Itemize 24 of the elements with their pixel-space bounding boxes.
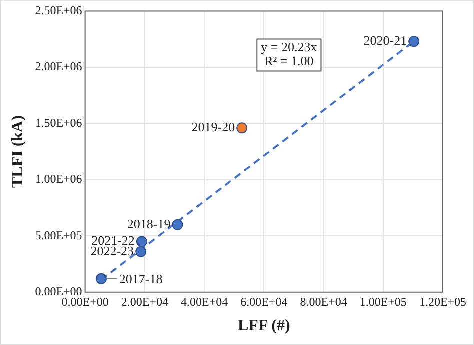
x-tick-label: 4.00E+04 (180, 294, 228, 309)
annotation: y = 20.23x R² = 1.00 (261, 40, 318, 69)
point (136, 236, 148, 248)
x-tick-label: 6.00E+04 (240, 294, 288, 309)
point (408, 36, 420, 48)
y-tick-label: 1.50E+06 (35, 116, 82, 130)
x-tick-label: 1.00E+05 (360, 294, 407, 309)
y-tick-label: 2.50E+06 (35, 3, 82, 18)
annotation: 2019-20 (192, 120, 236, 135)
x-tick-label: 8.00E+04 (300, 294, 348, 309)
annotation: 2017-18 (119, 271, 163, 286)
point (96, 273, 107, 284)
y-tick-label: 5.00E+05 (35, 228, 82, 242)
y-tick-label: 2.00E+06 (35, 60, 82, 74)
x-tick-label: 2.00E+04 (121, 294, 168, 309)
annotation: 2020-21 (364, 32, 408, 48)
y-axis-title: TLFI (kA) (10, 116, 27, 188)
point (172, 219, 184, 230)
point (236, 122, 248, 134)
x-axis-title: LFF (#) (238, 318, 290, 335)
point (136, 246, 147, 258)
x-tick-label: 1.20E+05 (419, 294, 467, 309)
y-tick-label: 1.00E+06 (35, 172, 82, 186)
annotation: 2018-19 (127, 216, 171, 232)
